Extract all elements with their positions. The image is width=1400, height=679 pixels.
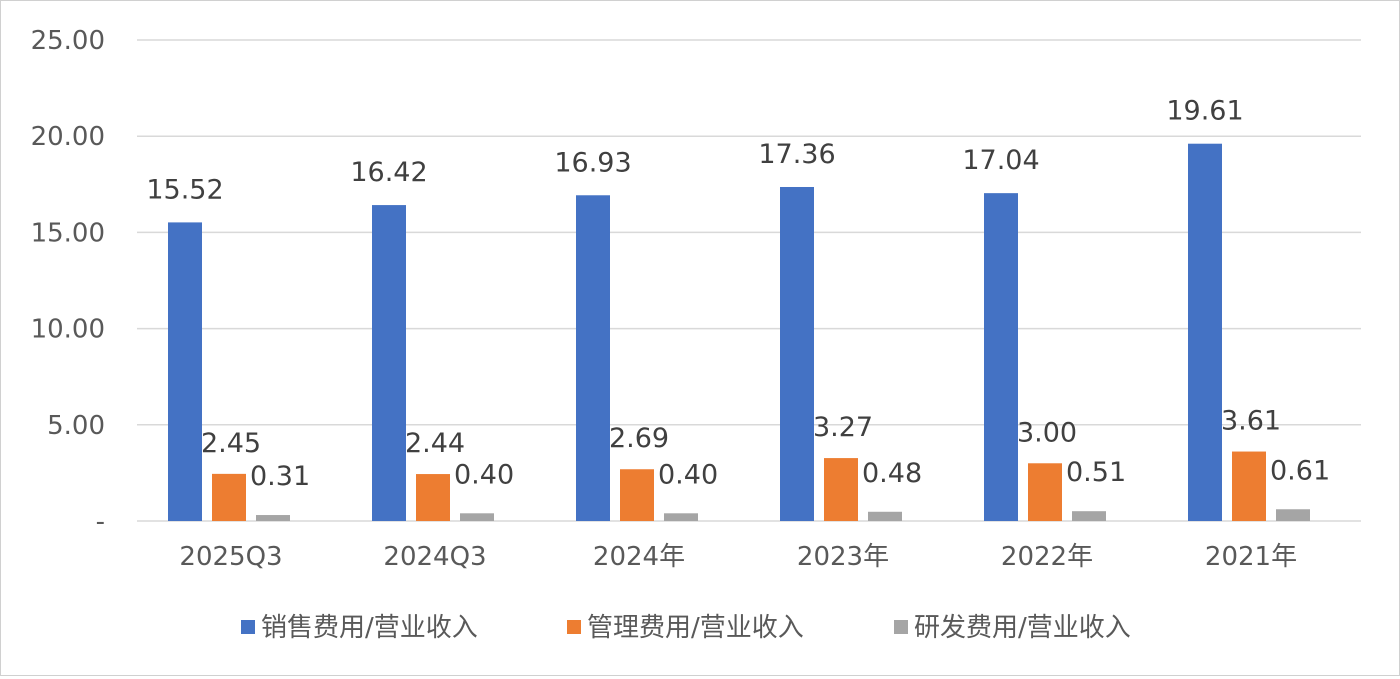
bar xyxy=(664,513,698,521)
x-category-label: 2023年 xyxy=(797,542,889,572)
bar xyxy=(1072,511,1106,521)
legend-label: 研发费用/营业收入 xyxy=(914,613,1131,643)
bars xyxy=(168,143,1310,522)
bar xyxy=(1188,143,1222,521)
data-label: 16.93 xyxy=(554,147,631,178)
x-axis-category-labels: 2025Q3 2024Q3 2024年 2023年 2022年 2021年 xyxy=(179,542,1297,572)
data-label: 3.00 xyxy=(1017,417,1077,448)
bar xyxy=(620,469,654,521)
y-tick-label: 10.00 xyxy=(31,315,105,345)
data-label: 2.44 xyxy=(405,428,465,459)
data-label: 19.61 xyxy=(1166,96,1243,127)
data-label: 17.36 xyxy=(758,139,835,170)
bar xyxy=(576,195,610,522)
x-category-label: 2024Q3 xyxy=(383,542,486,572)
legend: 销售费用/营业收入 管理费用/营业收入 研发费用/营业收入 xyxy=(241,613,1131,643)
legend-swatch xyxy=(894,620,908,634)
data-label: 0.40 xyxy=(658,459,718,490)
y-tick-label: - xyxy=(96,507,105,537)
data-labels: 15.522.450.3116.422.440.4016.932.690.401… xyxy=(146,96,1330,492)
data-label: 2.45 xyxy=(201,428,261,459)
legend-swatch xyxy=(567,620,581,634)
bar xyxy=(780,186,814,522)
bar xyxy=(824,458,858,521)
x-category-label: 2024年 xyxy=(593,542,685,572)
x-category-label: 2021年 xyxy=(1205,542,1297,572)
x-category-label: 2025Q3 xyxy=(179,542,282,572)
bar xyxy=(372,205,406,521)
bar xyxy=(256,515,290,521)
data-label: 15.52 xyxy=(146,174,223,205)
bar xyxy=(868,511,902,521)
data-label: 0.61 xyxy=(1270,455,1330,486)
data-label: 0.31 xyxy=(250,461,310,492)
bar xyxy=(416,474,450,521)
bar xyxy=(460,513,494,521)
gridlines xyxy=(137,39,1361,522)
legend-label: 管理费用/营业收入 xyxy=(587,613,804,643)
bar xyxy=(212,473,246,521)
data-label: 17.04 xyxy=(962,145,1039,176)
data-label: 2.69 xyxy=(609,423,669,454)
bar xyxy=(984,193,1018,522)
bar xyxy=(1232,451,1266,521)
bar xyxy=(1028,463,1062,521)
data-label: 0.51 xyxy=(1066,457,1126,488)
data-label: 3.27 xyxy=(813,412,873,443)
data-label: 0.40 xyxy=(454,459,514,490)
legend-swatch xyxy=(241,620,255,634)
y-tick-label: 5.00 xyxy=(47,411,105,441)
bar xyxy=(168,222,202,521)
y-axis-tick-labels: - 5.00 10.00 15.00 20.00 25.00 xyxy=(31,26,105,537)
y-tick-label: 20.00 xyxy=(31,122,105,152)
data-label: 16.42 xyxy=(350,157,427,188)
y-tick-label: 25.00 xyxy=(31,26,105,56)
y-tick-label: 15.00 xyxy=(31,218,105,248)
bar xyxy=(1276,509,1310,521)
legend-label: 销售费用/营业收入 xyxy=(261,613,478,643)
data-label: 3.61 xyxy=(1221,406,1281,437)
x-category-label: 2022年 xyxy=(1001,542,1093,572)
data-label: 0.48 xyxy=(862,458,922,489)
